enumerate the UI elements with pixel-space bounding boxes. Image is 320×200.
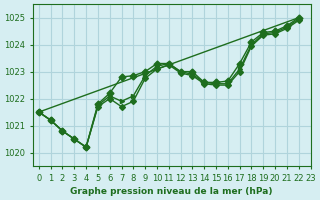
X-axis label: Graphe pression niveau de la mer (hPa): Graphe pression niveau de la mer (hPa) [70,187,273,196]
